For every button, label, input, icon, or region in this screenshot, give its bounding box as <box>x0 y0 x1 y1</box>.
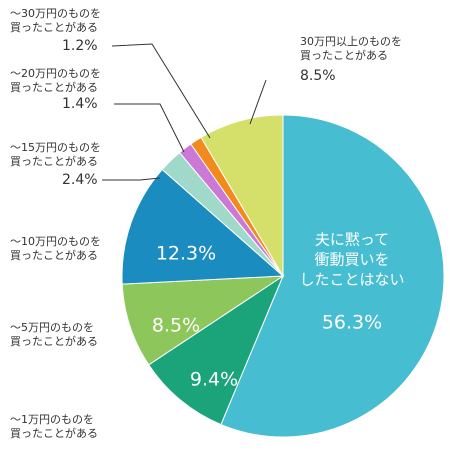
value-label: 8.5% <box>152 315 200 337</box>
value-label: 1.4% <box>62 96 98 112</box>
value-label: 56.3% <box>322 312 382 334</box>
category-label: 買ったことがある <box>10 334 98 348</box>
category-label: 衝動買いを <box>314 251 389 269</box>
value-label: 1.2% <box>62 38 98 54</box>
category-label: 〜10万円のものを <box>10 235 101 248</box>
value-label: 2.4% <box>62 172 98 188</box>
category-label: 買ったことがある <box>10 154 98 168</box>
category-label: 〜30万円のものを <box>10 7 101 20</box>
value-label: 12.3% <box>156 243 216 265</box>
category-label: 買ったことがある <box>10 248 98 262</box>
category-label: 30万円以上のものを <box>300 35 402 48</box>
category-label: したことはない <box>299 271 404 289</box>
category-label: 買ったことがある <box>300 48 388 62</box>
category-label: 買ったことがある <box>10 20 98 34</box>
category-label: 〜1万円のものを <box>10 413 94 426</box>
slices <box>121 114 445 438</box>
slice <box>200 114 284 278</box>
category-label: 夫に黙って <box>315 231 389 249</box>
category-label: 〜15万円のものを <box>10 141 101 154</box>
category-label: 買ったことがある <box>10 426 98 440</box>
leader-line <box>249 79 267 125</box>
value-label: 9.4% <box>190 369 238 391</box>
labels: 夫に黙って衝動買いをしたことはない56.3%〜1万円のものを買ったことがある9.… <box>10 7 405 440</box>
leader-lines <box>102 43 267 181</box>
leader-line <box>102 177 161 181</box>
slice <box>220 114 445 438</box>
category-label: 〜5万円のものを <box>10 321 94 334</box>
leader-line <box>111 43 211 139</box>
category-label: 〜20万円のものを <box>10 67 101 80</box>
slice <box>121 168 285 285</box>
slice <box>121 275 285 366</box>
leader-line <box>114 103 185 153</box>
slice <box>148 274 285 426</box>
category-label: 買ったことがある <box>10 80 98 94</box>
value-label: 8.5% <box>300 68 336 84</box>
